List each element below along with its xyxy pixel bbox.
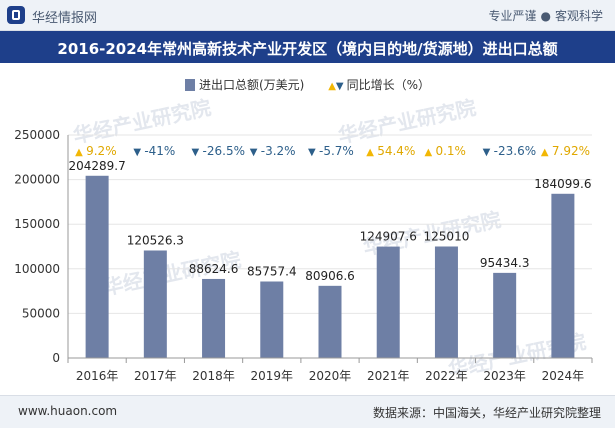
title-bar: 2016-2024年常州高新技术产业开发区（境内目的地/货源地）进出口总额	[0, 31, 615, 63]
x-tick-label: 2023年	[483, 369, 526, 383]
growth-up-triangle-icon: ▲	[366, 147, 374, 158]
legend-bar-swatch	[184, 79, 195, 91]
bar-value-label: 184099.6	[534, 177, 591, 191]
bar	[260, 281, 284, 358]
chart-title: 2016-2024年常州高新技术产业开发区（境内目的地/货源地）进出口总额	[57, 40, 558, 58]
footer-bar: www.huaon.com 数据来源：中国海关，华经产业研究院整理	[0, 395, 615, 428]
growth-rate-label: -41%	[144, 144, 175, 158]
site-logo-text: 华经情报网	[32, 11, 98, 26]
y-tick-label: 0	[52, 351, 60, 365]
bar	[143, 250, 167, 358]
legend-up-triangle-icon: ▲	[328, 81, 336, 92]
bar	[318, 285, 342, 358]
x-tick-label: 2017年	[134, 369, 177, 383]
bar-value-label: 80906.6	[305, 269, 355, 283]
footer-source: 数据来源：中国海关，华经产业研究院整理	[372, 406, 601, 420]
y-tick-label: 250000	[14, 128, 60, 142]
watermark-text: 华经产业研究院	[336, 95, 478, 148]
growth-down-triangle-icon: ▼	[192, 147, 200, 158]
growth-rate-label: -5.7%	[319, 144, 354, 158]
top-bar: 华经情报网 专业严谨 ● 客观科学	[0, 0, 615, 31]
y-tick-label: 100000	[14, 262, 60, 276]
growth-down-triangle-icon: ▼	[133, 147, 141, 158]
growth-rate-label: 9.2%	[86, 144, 117, 158]
growth-rate-label: 0.1%	[435, 144, 466, 158]
bar-value-label: 95434.3	[480, 256, 530, 270]
growth-rate-label: 7.92%	[552, 144, 590, 158]
legend-item-total: 进出口总额(万美元)	[184, 76, 305, 93]
x-tick-label: 2018年	[192, 369, 235, 383]
growth-up-triangle-icon: ▲	[541, 147, 549, 158]
bar-value-label: 204289.7	[68, 159, 125, 173]
x-tick-label: 2016年	[76, 369, 119, 383]
footer-website: www.huaon.com	[18, 404, 118, 418]
bar	[376, 246, 400, 358]
growth-rate-label: -26.5%	[203, 144, 245, 158]
y-tick-label: 200000	[14, 173, 60, 187]
growth-down-triangle-icon: ▼	[250, 147, 258, 158]
growth-rate-label: 54.4%	[377, 144, 415, 158]
growth-down-triangle-icon: ▼	[308, 147, 316, 158]
legend-label-total: 进出口总额(万美元)	[198, 78, 305, 92]
bar-value-label: 85757.4	[247, 265, 297, 279]
bar	[202, 278, 226, 358]
legend-down-triangle-icon: ▼	[335, 81, 344, 92]
tagline-separator: ●	[540, 9, 551, 23]
legend-item-growth: ▲▼ 同比增长（%）	[328, 76, 430, 93]
growth-rate-label: -3.2%	[261, 144, 296, 158]
x-tick-label: 2022年	[425, 369, 468, 383]
growth-rate-label: -23.6%	[494, 144, 536, 158]
bar	[551, 193, 575, 358]
bar	[434, 246, 458, 358]
bar-value-label: 124907.6	[360, 230, 417, 244]
x-tick-label: 2021年	[367, 369, 410, 383]
logo-icon	[7, 6, 25, 24]
y-tick-label: 150000	[14, 217, 60, 231]
x-tick-label: 2020年	[309, 369, 352, 383]
bar-value-label: 88624.6	[189, 262, 239, 276]
bar	[85, 175, 109, 358]
x-tick-label: 2024年	[542, 369, 585, 383]
bar	[493, 272, 517, 358]
growth-up-triangle-icon: ▲	[75, 147, 83, 158]
bar-value-label: 125010	[424, 229, 470, 243]
y-tick-label: 50000	[22, 306, 60, 320]
growth-up-triangle-icon: ▲	[424, 147, 432, 158]
tagline-right: 客观科学	[554, 9, 603, 23]
x-tick-label: 2019年	[251, 369, 294, 383]
chart-legend: 进出口总额(万美元) ▲▼ 同比增长（%）	[0, 76, 615, 93]
tagline: 专业严谨 ● 客观科学	[488, 7, 603, 24]
watermark-text: 华经产业研究院	[71, 95, 213, 148]
growth-down-triangle-icon: ▼	[483, 147, 491, 158]
bar-value-label: 120526.3	[127, 233, 184, 247]
legend-label-growth: 同比增长（%）	[346, 78, 430, 92]
tagline-left: 专业严谨	[488, 9, 537, 23]
